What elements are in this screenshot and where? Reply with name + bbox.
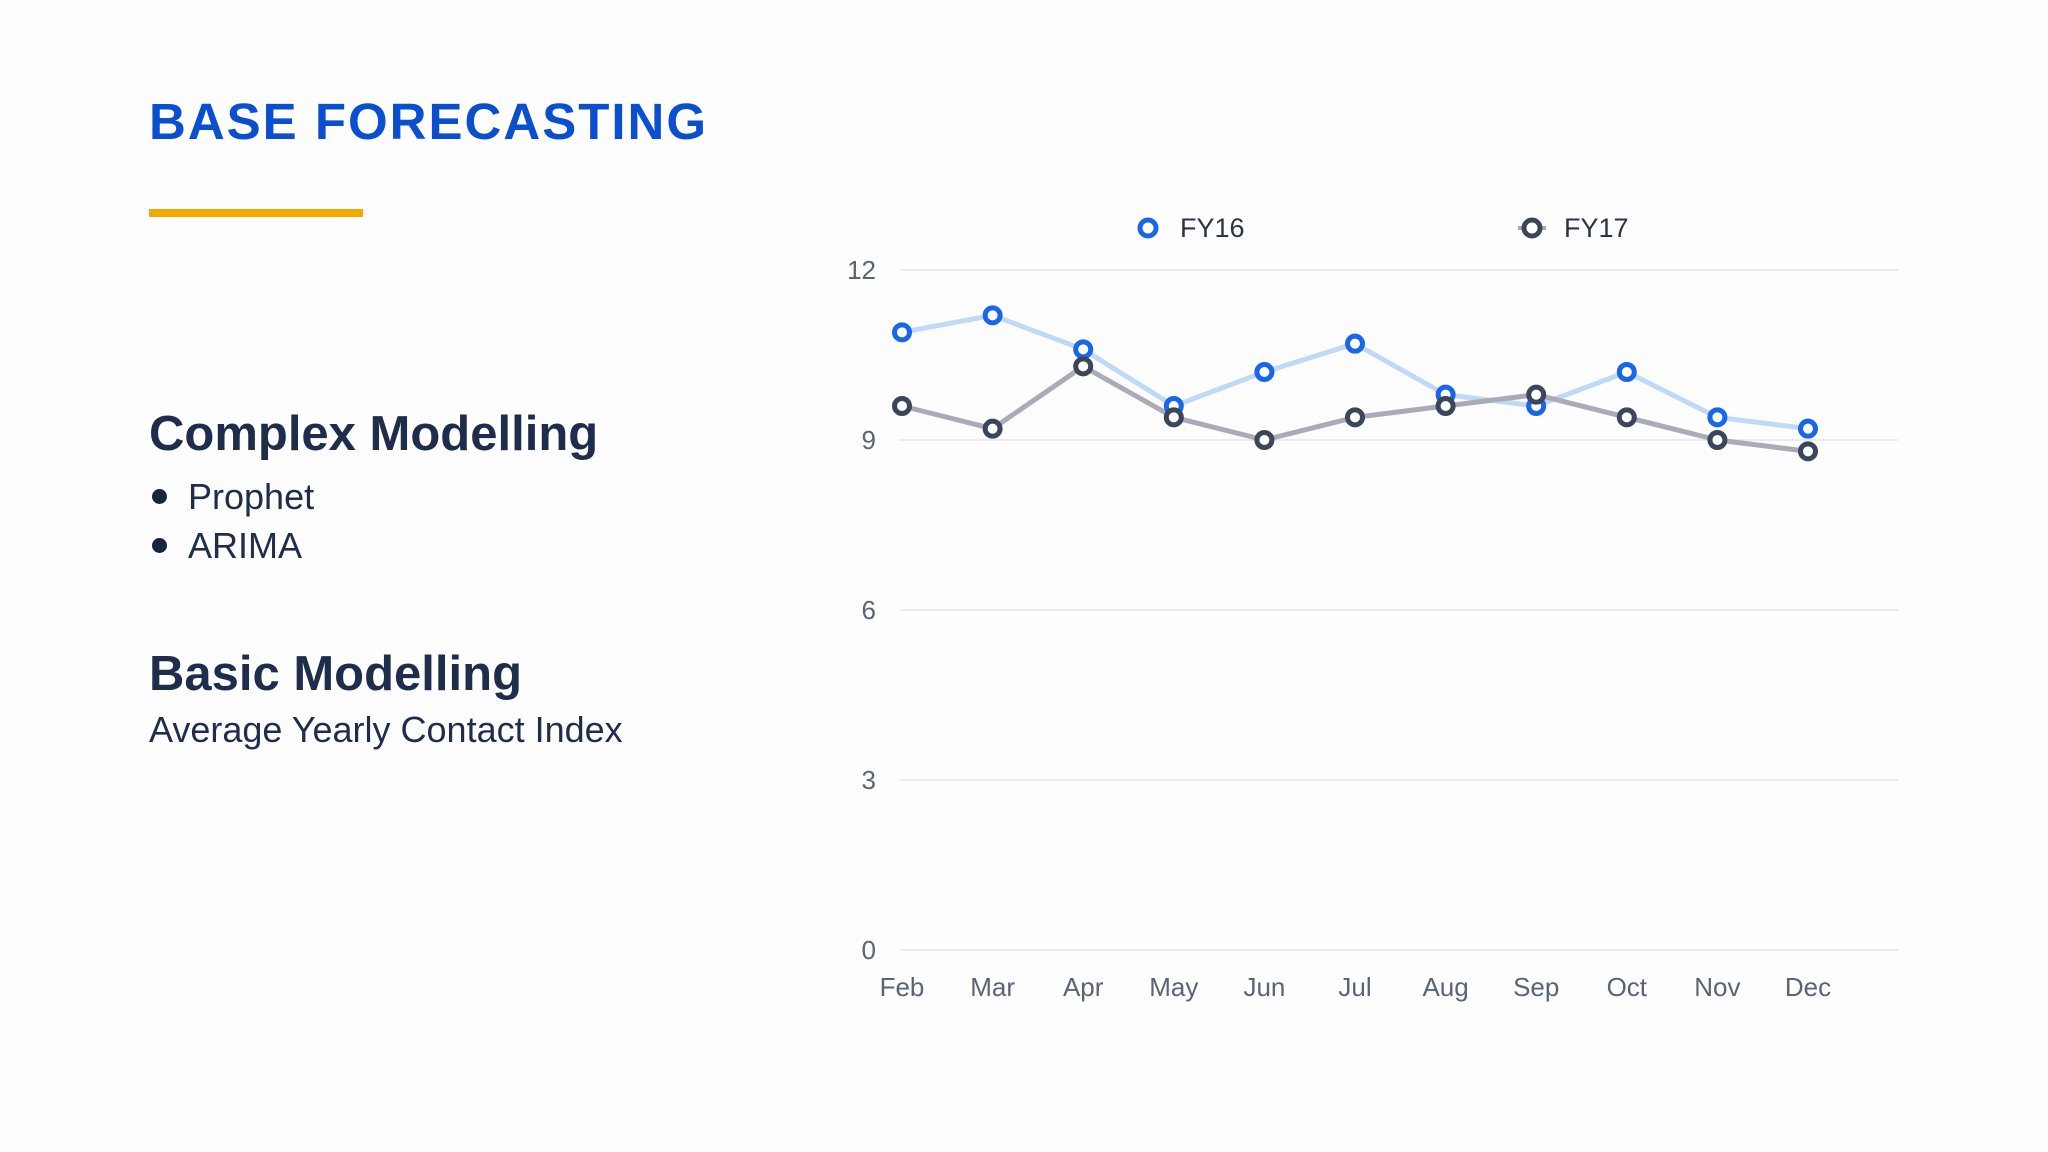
x-tick-label: Apr [1063,972,1104,1002]
x-tick-label: Oct [1607,972,1648,1002]
x-tick-label: Jul [1338,972,1371,1002]
x-tick-label: Mar [970,972,1015,1002]
bullet-icon [152,489,167,504]
data-point-fy17 [1163,407,1184,428]
data-point-fy16 [1073,339,1094,360]
data-point-fy17 [1798,441,1818,462]
data-point-fy16 [892,322,912,343]
y-tick-label: 9 [862,425,876,455]
data-point-fy17 [982,418,1003,439]
data-point-fy17 [1254,430,1275,450]
list-item-label: ARIMA [188,524,303,566]
list-item: ARIMA [149,521,314,570]
y-tick-label: 3 [862,765,876,795]
y-tick-label: 0 [862,935,876,965]
legend-label-fy16: FY16 [1180,213,1245,243]
x-tick-label: Aug [1422,972,1468,1002]
legend-marker-fy17 [1521,217,1543,239]
data-point-fy16 [982,305,1003,326]
data-point-fy17 [892,396,912,416]
data-point-fy16 [1254,362,1275,382]
data-point-fy17 [1345,407,1365,428]
legend-marker-fy16 [1137,217,1159,239]
x-tick-label: May [1149,972,1198,1002]
complex-modelling-list: Prophet ARIMA [149,472,314,570]
data-point-fy16 [1616,362,1637,382]
x-tick-label: Nov [1694,972,1740,1002]
data-point-fy17 [1435,396,1456,416]
list-item: Prophet [149,472,314,521]
slide-title: BASE FORECASTING [149,93,709,150]
data-point-fy16 [1345,333,1365,354]
y-tick-label: 6 [862,595,876,625]
x-tick-label: Dec [1785,972,1831,1002]
basic-modelling-subtitle: Average Yearly Contact Index [149,709,623,750]
complex-modelling-heading: Complex Modelling [149,407,599,461]
list-item-label: Prophet [188,475,315,517]
title-accent-bar [149,209,363,217]
data-point-fy17 [1073,356,1094,377]
data-point-fy17 [1707,430,1728,450]
data-point-fy16 [1798,418,1818,439]
basic-modelling-heading: Basic Modelling [149,647,523,701]
data-point-fy17 [1526,384,1547,405]
data-point-fy17 [1616,407,1637,428]
x-tick-label: Feb [880,972,925,1002]
x-tick-label: Sep [1513,972,1559,1002]
legend-label-fy17: FY17 [1564,213,1629,243]
data-point-fy16 [1707,407,1728,428]
y-tick-label: 12 [847,255,876,285]
x-tick-label: Jun [1243,972,1285,1002]
bullet-icon [152,538,167,553]
